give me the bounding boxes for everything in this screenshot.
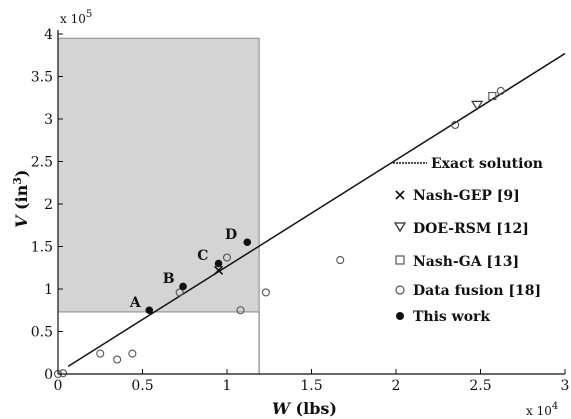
x-tick-label: 0 [54,378,63,394]
point-data-fusion-18 [336,256,345,265]
y-tick-label: 1 [44,282,53,298]
point-data-fusion-18 [128,349,137,358]
point-this-work [145,306,154,315]
x-tick-label: 0.5 [131,378,153,394]
legend-marker-nash-gep: × [393,185,406,204]
y-tick-label: 2.5 [31,155,53,171]
x-axis-multiplier: x 104 [526,401,558,418]
x-tick-label: 1 [223,378,232,394]
point-nash-gep-9 [213,265,224,275]
legend: Exact solution × Nash-GEP [9] DOE-RSM [1… [393,156,543,325]
y-tick-label: 0 [44,367,53,383]
point-data-fusion-18 [59,369,68,378]
point-data-fusion-18 [222,253,232,262]
legend-label-doe-rsm: DOE-RSM [12] [413,221,529,237]
legend-marker-nash-ga [395,255,405,265]
point-data-fusion-18 [96,349,105,358]
x-tick-label: 3 [561,378,570,394]
x-axis-label: W (lbs) [272,399,337,418]
shaded-region [57,37,260,313]
legend-label-nash-gep: Nash-GEP [9] [413,188,520,204]
legend-marker-data-fusion [395,285,405,295]
y-tick-label: 3 [44,112,53,128]
legend-label-nash-ga: Nash-GA [13] [413,254,519,270]
y-tick-label: 2 [44,197,53,213]
legend-label-data-fusion: Data fusion [18] [413,283,541,299]
x-tick-label: 1.5 [300,378,322,394]
y-tick-label: 3.5 [31,70,53,86]
legend-marker-this-work [396,312,404,320]
series-line-exact-solution [67,52,566,367]
point-data-fusion-18 [175,288,184,297]
x-tick-label: 2.5 [469,378,491,394]
point-label-b: B [163,271,175,287]
point-data-fusion-18 [236,306,245,315]
point-data-fusion-18 [451,120,460,129]
point-this-work [214,259,223,268]
point-label-c: C [197,248,208,264]
point-this-work [179,282,187,291]
legend-marker-doe-rsm [393,222,407,233]
y-axis-label: V (in3) [11,169,31,228]
point-label-d: D [225,227,237,243]
x-tick-label: 2 [392,378,401,394]
legend-label-exact-solution: Exact solution [431,156,543,172]
point-data-fusion-18 [113,355,122,364]
y-tick-label: 0.5 [31,325,53,341]
point-label-a: A [129,295,142,311]
point-this-work [243,238,252,247]
point-data-fusion-18 [261,288,270,297]
y-tick-label: 1.5 [31,240,53,256]
point-data-fusion-18 [496,86,505,95]
point-nash-ga-13 [488,92,497,101]
y-tick-label: 4 [44,27,53,43]
point-doe-rsm-12 [471,100,484,111]
legend-label-this-work: This work [413,309,490,325]
y-axis-multiplier: x 105 [60,9,92,26]
